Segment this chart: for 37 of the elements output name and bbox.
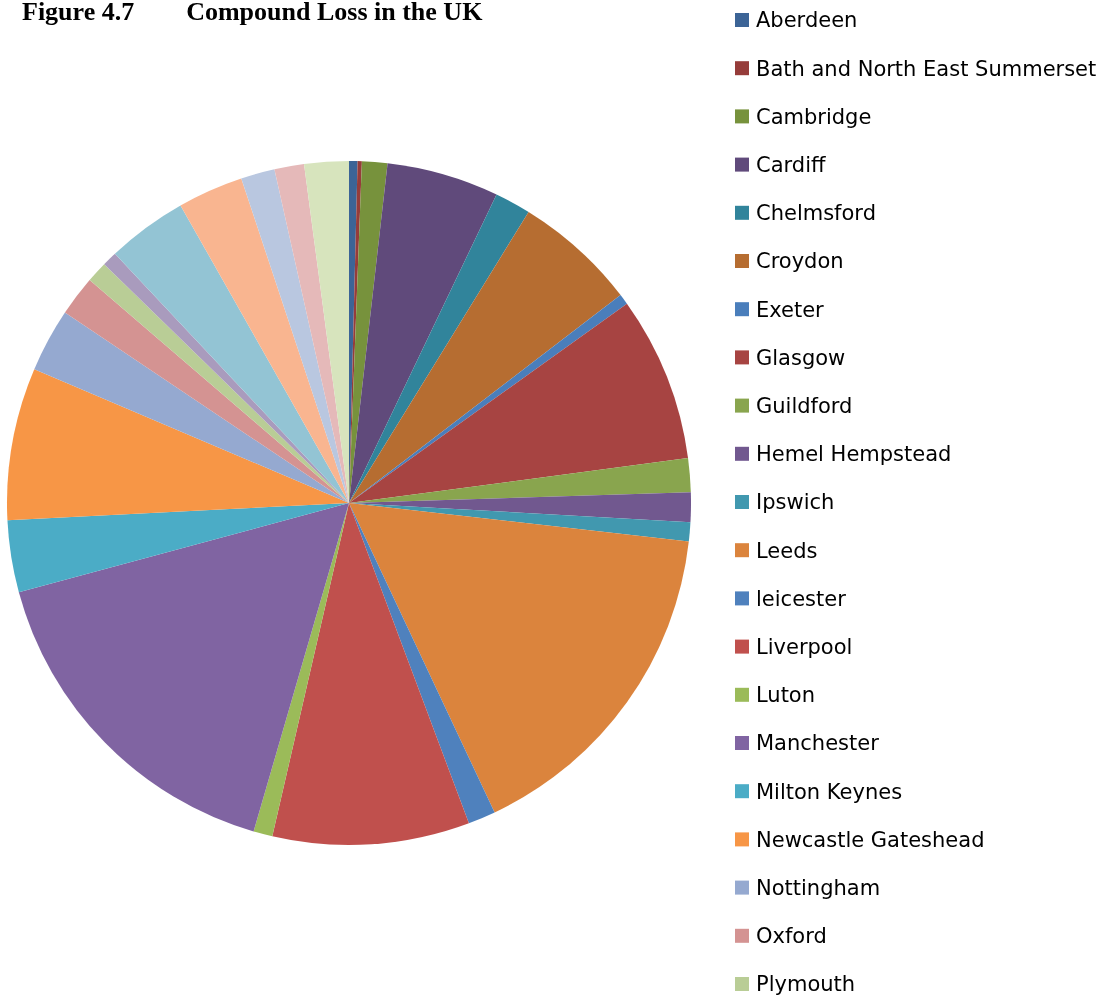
- legend-label: Newcastle Gateshead: [756, 827, 985, 852]
- pie-slice: [349, 211, 621, 503]
- pie-slice: [7, 503, 349, 593]
- legend-label: Nottingham: [756, 875, 881, 900]
- legend-label: Milton Keynes: [756, 779, 903, 804]
- legend-label: Aberdeen: [756, 8, 858, 33]
- legend-label: Ipswich: [756, 490, 835, 515]
- legend-label: Manchester: [756, 731, 880, 756]
- legend-label: Guildford: [756, 393, 853, 418]
- legend-label: leicester: [756, 586, 847, 611]
- legend-label: Chelmsford: [756, 201, 876, 226]
- legend-label: Hemel Hempstead: [756, 442, 952, 467]
- legend-label: Plymouth: [756, 972, 856, 997]
- legend-label: Liverpool: [756, 634, 853, 659]
- legend-label: Luton: [756, 683, 816, 708]
- pie-slice: [349, 503, 689, 813]
- pie-slice: [274, 163, 349, 503]
- pie-slice: [18, 503, 349, 832]
- legend-label: Cambridge: [756, 104, 872, 129]
- pie-slice: [180, 178, 349, 503]
- pie-slice: [349, 503, 495, 824]
- pie-slice: [7, 369, 349, 521]
- legend-label: Oxford: [756, 924, 827, 949]
- chart-title: Figure 4.7 Compound Loss in the UK: [22, 0, 484, 26]
- pie-slice: [241, 169, 349, 503]
- pie-slice: [272, 503, 469, 845]
- pie-slice: [114, 205, 349, 503]
- legend-label: Cardiff: [756, 152, 826, 177]
- pie-slice: [349, 303, 689, 503]
- legend-label: Leeds: [756, 538, 818, 563]
- pie-slice: [349, 163, 497, 503]
- pie-slice: [349, 194, 529, 503]
- legend-label: Glasgow: [756, 345, 846, 370]
- pie-slice: [34, 312, 349, 503]
- legend-label: Bath and North East Summerset: [756, 56, 1097, 81]
- legend-label: Exeter: [756, 297, 825, 322]
- legend-label: Croydon: [756, 249, 844, 274]
